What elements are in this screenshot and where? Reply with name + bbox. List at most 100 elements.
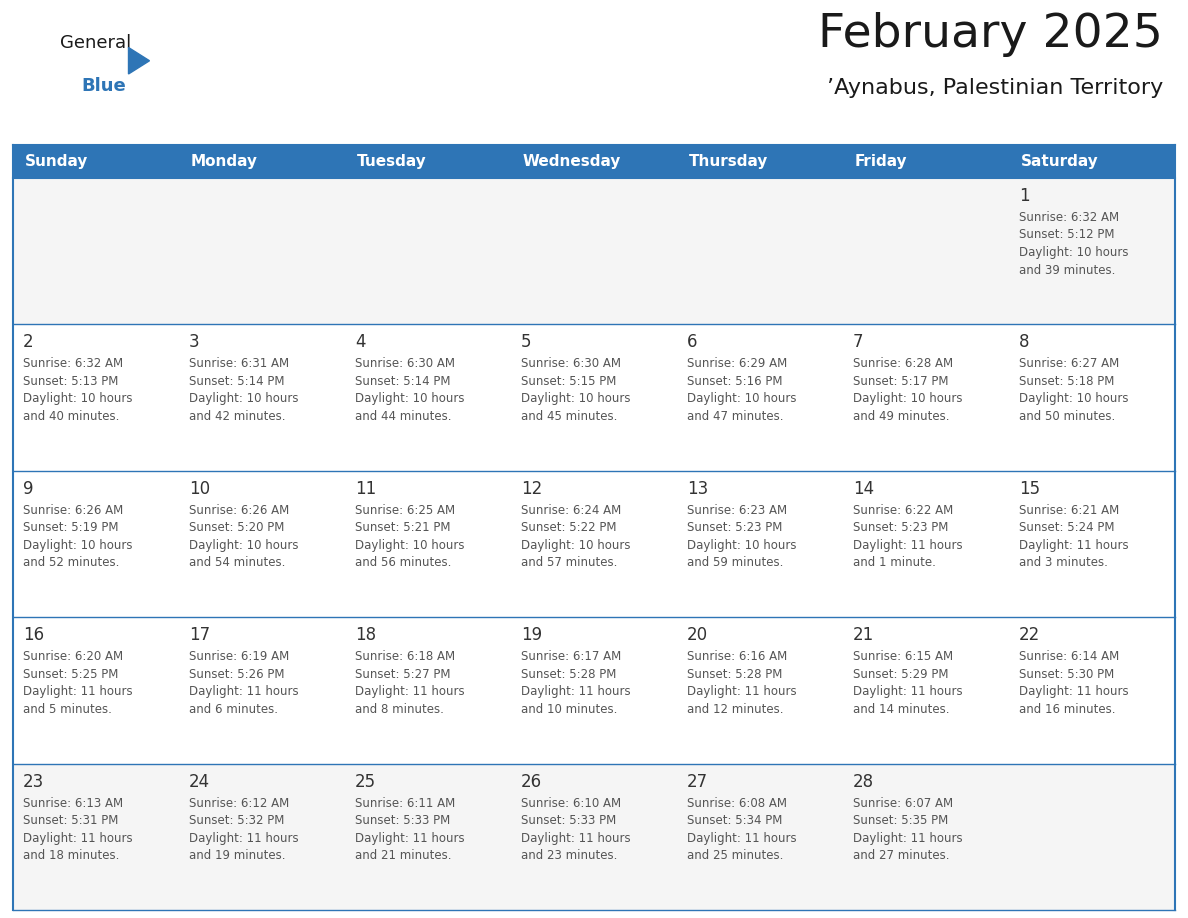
Text: Sunrise: 6:12 AM: Sunrise: 6:12 AM (189, 797, 289, 810)
Text: Daylight: 11 hours: Daylight: 11 hours (687, 832, 797, 845)
Text: Sunrise: 6:07 AM: Sunrise: 6:07 AM (853, 797, 953, 810)
Text: Daylight: 10 hours: Daylight: 10 hours (355, 392, 465, 406)
Text: Sunset: 5:21 PM: Sunset: 5:21 PM (355, 521, 450, 534)
Text: 15: 15 (1019, 480, 1041, 498)
Text: Sunset: 5:35 PM: Sunset: 5:35 PM (853, 814, 948, 827)
Text: and 12 minutes.: and 12 minutes. (687, 702, 784, 716)
Text: Sunrise: 6:30 AM: Sunrise: 6:30 AM (522, 357, 621, 370)
Text: Daylight: 10 hours: Daylight: 10 hours (1019, 392, 1129, 406)
Text: Daylight: 11 hours: Daylight: 11 hours (522, 685, 631, 699)
Text: Sunset: 5:23 PM: Sunset: 5:23 PM (853, 521, 948, 534)
Text: Sunrise: 6:08 AM: Sunrise: 6:08 AM (687, 797, 786, 810)
Text: Daylight: 10 hours: Daylight: 10 hours (853, 392, 962, 406)
Text: Friday: Friday (855, 154, 908, 169)
Text: and 16 minutes.: and 16 minutes. (1019, 702, 1116, 716)
Text: 19: 19 (522, 626, 542, 644)
Text: Sunset: 5:31 PM: Sunset: 5:31 PM (23, 814, 119, 827)
Text: Sunrise: 6:20 AM: Sunrise: 6:20 AM (23, 650, 124, 663)
Text: and 52 minutes.: and 52 minutes. (23, 556, 119, 569)
Text: ’Aynabus, Palestinian Territory: ’Aynabus, Palestinian Territory (827, 78, 1163, 98)
Text: 26: 26 (522, 773, 542, 790)
Text: Sunrise: 6:28 AM: Sunrise: 6:28 AM (853, 357, 953, 370)
Text: Sunset: 5:28 PM: Sunset: 5:28 PM (687, 667, 783, 681)
Text: Sunrise: 6:11 AM: Sunrise: 6:11 AM (355, 797, 455, 810)
Text: Daylight: 11 hours: Daylight: 11 hours (189, 832, 298, 845)
Text: 11: 11 (355, 480, 377, 498)
Text: and 25 minutes.: and 25 minutes. (687, 849, 783, 862)
Text: Sunset: 5:34 PM: Sunset: 5:34 PM (687, 814, 783, 827)
Text: Sunrise: 6:30 AM: Sunrise: 6:30 AM (355, 357, 455, 370)
Text: Sunset: 5:14 PM: Sunset: 5:14 PM (189, 375, 284, 388)
Text: and 47 minutes.: and 47 minutes. (687, 410, 784, 423)
Text: Daylight: 10 hours: Daylight: 10 hours (522, 392, 631, 406)
Polygon shape (128, 48, 150, 74)
Text: Sunrise: 6:32 AM: Sunrise: 6:32 AM (1019, 211, 1119, 224)
Text: Sunset: 5:12 PM: Sunset: 5:12 PM (1019, 229, 1114, 241)
Text: 17: 17 (189, 626, 210, 644)
Text: and 5 minutes.: and 5 minutes. (23, 702, 112, 716)
Text: Sunset: 5:29 PM: Sunset: 5:29 PM (853, 667, 948, 681)
Text: Daylight: 11 hours: Daylight: 11 hours (355, 685, 465, 699)
Text: 21: 21 (853, 626, 874, 644)
Text: Daylight: 11 hours: Daylight: 11 hours (687, 685, 797, 699)
Text: 4: 4 (355, 333, 366, 352)
Text: 2: 2 (23, 333, 33, 352)
Text: Sunset: 5:24 PM: Sunset: 5:24 PM (1019, 521, 1114, 534)
Text: Daylight: 10 hours: Daylight: 10 hours (189, 539, 298, 552)
Text: General: General (61, 34, 131, 52)
Text: Sunset: 5:15 PM: Sunset: 5:15 PM (522, 375, 617, 388)
Text: and 54 minutes.: and 54 minutes. (189, 556, 285, 569)
Text: Daylight: 11 hours: Daylight: 11 hours (853, 685, 962, 699)
Text: Sunrise: 6:13 AM: Sunrise: 6:13 AM (23, 797, 124, 810)
Text: Daylight: 10 hours: Daylight: 10 hours (687, 392, 796, 406)
Text: Wednesday: Wednesday (523, 154, 621, 169)
Text: Sunset: 5:22 PM: Sunset: 5:22 PM (522, 521, 617, 534)
Text: and 14 minutes.: and 14 minutes. (853, 702, 949, 716)
Text: Thursday: Thursday (689, 154, 769, 169)
Text: Sunset: 5:20 PM: Sunset: 5:20 PM (189, 521, 284, 534)
Text: 18: 18 (355, 626, 377, 644)
Text: Sunrise: 6:18 AM: Sunrise: 6:18 AM (355, 650, 455, 663)
Text: 9: 9 (23, 480, 33, 498)
Text: Daylight: 10 hours: Daylight: 10 hours (23, 539, 133, 552)
Text: and 44 minutes.: and 44 minutes. (355, 410, 451, 423)
Text: Sunrise: 6:27 AM: Sunrise: 6:27 AM (1019, 357, 1119, 370)
Text: February 2025: February 2025 (819, 12, 1163, 57)
Text: 12: 12 (522, 480, 542, 498)
Text: Tuesday: Tuesday (358, 154, 426, 169)
Text: 8: 8 (1019, 333, 1030, 352)
Text: 14: 14 (853, 480, 874, 498)
Text: 3: 3 (189, 333, 200, 352)
Text: and 56 minutes.: and 56 minutes. (355, 556, 451, 569)
Text: Daylight: 10 hours: Daylight: 10 hours (23, 392, 133, 406)
Text: Sunset: 5:14 PM: Sunset: 5:14 PM (355, 375, 450, 388)
Text: Sunrise: 6:23 AM: Sunrise: 6:23 AM (687, 504, 788, 517)
Text: Sunrise: 6:26 AM: Sunrise: 6:26 AM (189, 504, 289, 517)
Text: Sunrise: 6:24 AM: Sunrise: 6:24 AM (522, 504, 621, 517)
Text: and 40 minutes.: and 40 minutes. (23, 410, 119, 423)
Text: 28: 28 (853, 773, 874, 790)
Text: 27: 27 (687, 773, 708, 790)
Text: Sunset: 5:26 PM: Sunset: 5:26 PM (189, 667, 284, 681)
Text: Sunrise: 6:16 AM: Sunrise: 6:16 AM (687, 650, 788, 663)
Text: and 6 minutes.: and 6 minutes. (189, 702, 278, 716)
Text: Sunset: 5:25 PM: Sunset: 5:25 PM (23, 667, 119, 681)
Bar (13, 178, 1175, 324)
Text: Sunset: 5:23 PM: Sunset: 5:23 PM (687, 521, 783, 534)
Text: and 27 minutes.: and 27 minutes. (853, 849, 949, 862)
Text: Sunrise: 6:15 AM: Sunrise: 6:15 AM (853, 650, 953, 663)
Text: 16: 16 (23, 626, 44, 644)
Text: Sunset: 5:28 PM: Sunset: 5:28 PM (522, 667, 617, 681)
Text: Sunset: 5:13 PM: Sunset: 5:13 PM (23, 375, 119, 388)
Text: and 42 minutes.: and 42 minutes. (189, 410, 285, 423)
Text: 1: 1 (1019, 187, 1030, 205)
Text: Daylight: 11 hours: Daylight: 11 hours (1019, 539, 1129, 552)
Text: Sunrise: 6:26 AM: Sunrise: 6:26 AM (23, 504, 124, 517)
Text: Daylight: 11 hours: Daylight: 11 hours (355, 832, 465, 845)
Text: Daylight: 11 hours: Daylight: 11 hours (853, 539, 962, 552)
Text: Blue: Blue (81, 77, 126, 95)
Text: Sunset: 5:17 PM: Sunset: 5:17 PM (853, 375, 948, 388)
Text: Daylight: 11 hours: Daylight: 11 hours (853, 832, 962, 845)
Text: Sunrise: 6:21 AM: Sunrise: 6:21 AM (1019, 504, 1119, 517)
Text: 5: 5 (522, 333, 531, 352)
